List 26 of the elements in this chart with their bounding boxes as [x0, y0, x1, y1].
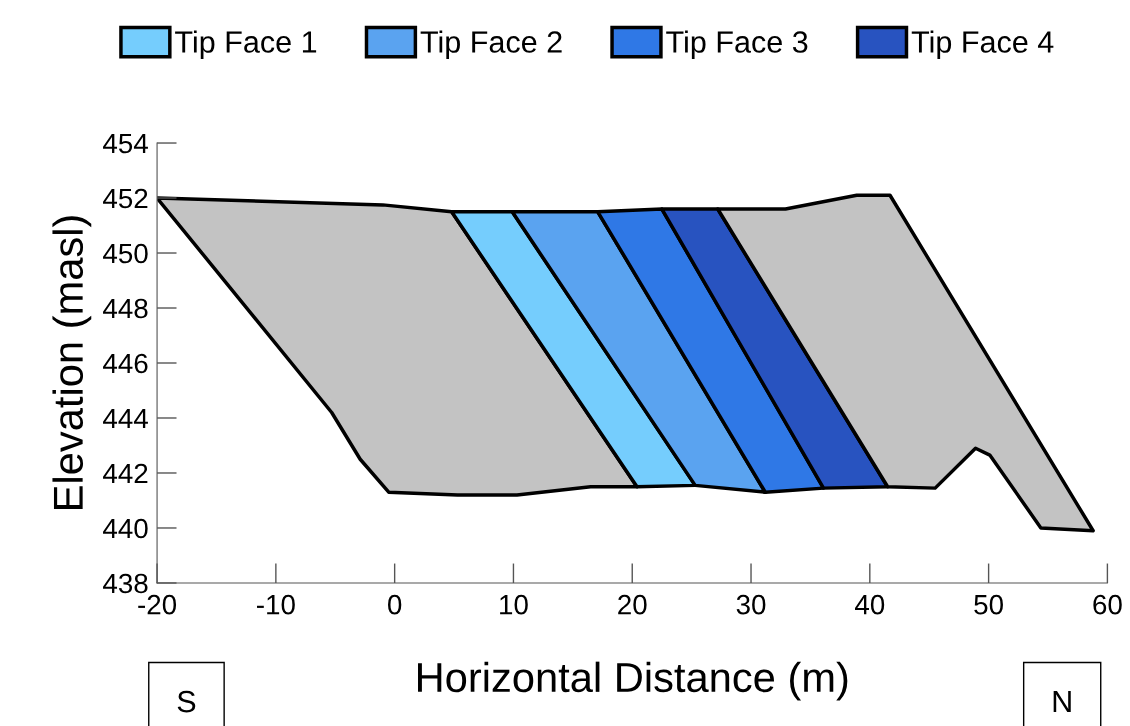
- y-tick-label: 448: [103, 298, 148, 319]
- y-tick-label: 454: [103, 133, 148, 154]
- x-axis-title: Horizontal Distance (m): [418, 661, 848, 701]
- x-tick-label: 30: [736, 594, 766, 615]
- y-tick-label: 440: [103, 518, 148, 539]
- legend-label: Tip Face 2: [420, 30, 562, 59]
- y-tick-label: 444: [103, 408, 148, 429]
- x-tick-label: 10: [500, 594, 528, 615]
- y-axis-title: Elevation (masl): [52, 216, 92, 509]
- legend-label: Tip Face 3: [666, 30, 808, 59]
- x-tick-label: 20: [618, 594, 647, 615]
- y-tick-label: 450: [103, 243, 148, 264]
- x-tick-label: -20: [138, 594, 177, 615]
- legend-label: Tip Face 1: [175, 30, 317, 59]
- x-tick-label: -10: [257, 594, 295, 615]
- legend-label: Tip Face 4: [911, 30, 1054, 59]
- x-tick-label: 0: [388, 594, 402, 615]
- y-tick-label: 452: [103, 188, 148, 209]
- x-tick-label: 50: [974, 594, 1003, 615]
- text: N: [1053, 691, 1071, 713]
- x-tick-label: 40: [855, 594, 885, 615]
- y-tick-label: 446: [103, 353, 148, 374]
- x-tick-label: 60: [1093, 594, 1122, 615]
- text: S: [177, 690, 196, 713]
- y-tick-label: 438: [103, 573, 148, 594]
- y-tick-label: 442: [103, 463, 148, 484]
